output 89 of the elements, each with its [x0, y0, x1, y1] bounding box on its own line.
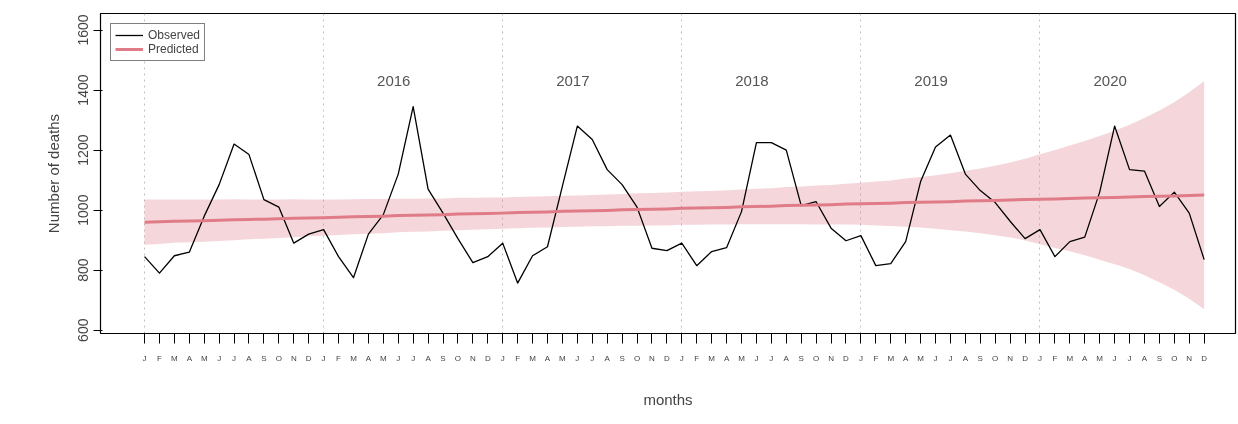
- x-tick-label: D: [484, 353, 491, 363]
- x-tick-label: M: [559, 353, 567, 363]
- x-tick-label: M: [1066, 353, 1074, 363]
- line-series: [143, 105, 1205, 284]
- x-tick-label: D: [1201, 353, 1208, 363]
- annotation: 2017: [556, 71, 590, 89]
- x-tick-label: N: [649, 353, 656, 363]
- x-tick-label: S: [798, 353, 804, 363]
- legend-label: Observed: [148, 28, 201, 42]
- x-tick-label: A: [186, 353, 193, 363]
- line-series: [143, 193, 1206, 224]
- annotation: 2016: [377, 71, 411, 89]
- x-tick-label: J: [1037, 353, 1042, 363]
- x-tick-label: D: [305, 353, 312, 363]
- x-tick-label: O: [275, 353, 282, 363]
- x-tick-label: A: [604, 353, 611, 363]
- x-tick-label: M: [887, 353, 895, 363]
- x-tick-label: M: [171, 353, 179, 363]
- x-tick-label: F: [157, 353, 163, 363]
- x-axis-title: months: [643, 390, 693, 408]
- x-tick-label: M: [200, 353, 208, 363]
- x-tick-label: J: [948, 353, 953, 363]
- y-tick-label: 1400: [75, 74, 92, 106]
- x-tick-label: N: [828, 353, 835, 363]
- x-tick-label: N: [1186, 353, 1193, 363]
- x-tick-label: M: [379, 353, 387, 363]
- x-tick-label: J: [232, 353, 237, 363]
- annotation: 2020: [1093, 71, 1127, 89]
- x-tick-label: S: [977, 353, 983, 363]
- x-tick-label: J: [217, 353, 222, 363]
- x-tick-label: J: [858, 353, 863, 363]
- x-tick-label: M: [350, 353, 358, 363]
- x-tick-label: O: [992, 353, 999, 363]
- x-tick-label: F: [336, 353, 342, 363]
- x-tick-label: M: [1096, 353, 1104, 363]
- x-tick-label: S: [440, 353, 446, 363]
- x-tick-label: O: [633, 353, 641, 363]
- legend-label: Predicted: [148, 42, 199, 56]
- x-tick-label: S: [1156, 353, 1163, 363]
- x-tick-label: J: [1112, 353, 1117, 363]
- x-tick-label: J: [142, 353, 147, 363]
- x-tick-label: J: [754, 353, 759, 363]
- y-tick-label: 800: [75, 258, 92, 282]
- x-tick-label: J: [679, 353, 684, 363]
- x-tick-label: A: [903, 353, 909, 363]
- x-tick-label: J: [933, 353, 938, 363]
- x-tick-label: J: [411, 353, 416, 363]
- x-tick-label: O: [454, 353, 462, 363]
- x-tick-label: A: [425, 353, 432, 363]
- y-tick-label: 1200: [75, 134, 92, 166]
- x-tick-label: N: [290, 353, 297, 363]
- x-tick-label: F: [1052, 353, 1058, 363]
- x-tick-label: S: [261, 353, 267, 363]
- x-tick-label: D: [843, 353, 850, 363]
- x-tick-label: A: [544, 353, 551, 363]
- x-tick-label: D: [1022, 353, 1029, 363]
- x-tick-label: J: [500, 353, 505, 363]
- x-tick-label: D: [663, 353, 670, 363]
- y-tick-label: 1000: [75, 194, 92, 226]
- x-tick-label: A: [1082, 353, 1089, 363]
- x-tick-label: A: [783, 353, 790, 363]
- x-tick-label: J: [396, 353, 401, 363]
- x-tick-label: S: [619, 353, 625, 363]
- x-tick-label: J: [769, 353, 774, 363]
- annotation: 2018: [735, 71, 769, 89]
- x-tick-label: A: [1141, 353, 1148, 363]
- x-tick-label: A: [962, 353, 969, 363]
- x-tick-label: M: [529, 353, 537, 363]
- x-tick-label: A: [723, 353, 730, 363]
- x-tick-label: N: [1007, 353, 1014, 363]
- x-tick-label: N: [469, 353, 476, 363]
- x-tick-label: O: [1171, 353, 1178, 363]
- x-tick-label: F: [873, 353, 879, 363]
- annotation: 2019: [914, 71, 948, 89]
- y-tick-label: 600: [75, 318, 92, 342]
- x-tick-label: M: [738, 353, 746, 363]
- y-axis-title: Number of deaths: [44, 113, 62, 234]
- y-tick-label: 1600: [75, 14, 92, 46]
- x-tick-label: J: [575, 353, 580, 363]
- x-tick-label: F: [694, 353, 700, 363]
- x-tick-label: A: [246, 353, 253, 363]
- x-tick-label: F: [515, 353, 521, 363]
- x-tick-label: O: [813, 353, 820, 363]
- x-tick-label: A: [365, 353, 372, 363]
- x-tick-label: M: [708, 353, 716, 363]
- x-tick-label: J: [321, 353, 326, 363]
- x-tick-label: M: [917, 353, 925, 363]
- x-tick-label: J: [1127, 353, 1132, 363]
- x-tick-label: J: [590, 353, 595, 363]
